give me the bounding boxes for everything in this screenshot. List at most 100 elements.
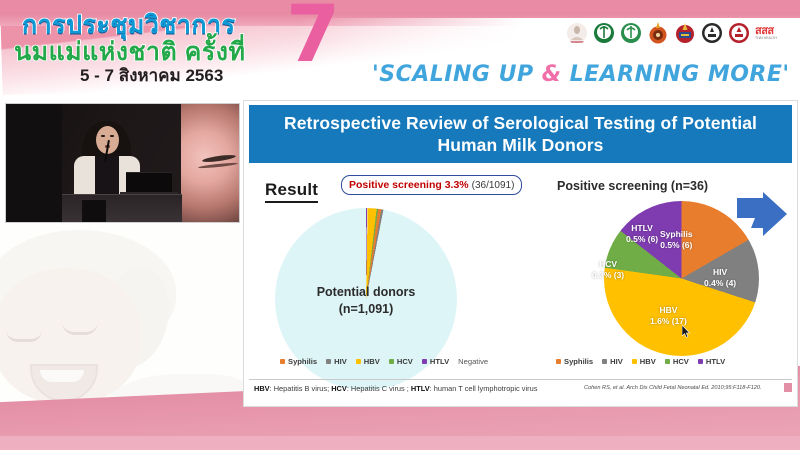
footnote-htlv-def: : human T cell lymphotropic virus [429,384,538,393]
legend-swatch-htlv [421,359,427,364]
logo-green-health-2-icon [621,23,641,43]
slide-title: Retrospective Review of Serological Test… [249,105,792,163]
legend2-label-hbv: HBV [639,357,656,366]
presenter-eye-right [110,135,114,137]
legend-item-hiv: HIV [326,357,347,366]
slice-label-htlv-value: 0.5% (6) [626,233,659,244]
sponsor-logos: สสส THAI HEALTH [566,22,777,44]
legend-item-hbv: HBV [355,357,380,366]
legend-label-htlv: HTLV [429,357,450,366]
tagline-part1: 'SCALING UP [372,62,542,88]
pie-slice-label-hiv: HIV 0.4% (4) [704,267,736,288]
podium [62,194,182,222]
presenter-eye-left [101,135,105,137]
potential-donors-label-line2: (n=1,091) [338,301,394,316]
logo-royal-crown-orange-icon [649,22,667,44]
slice-label-hiv-value: 0.4% (4) [704,277,737,288]
footer-pink-strip [0,436,800,450]
logo-thaihealth-text: สสส THAI HEALTH [755,24,777,40]
legend2-swatch-syphilis [556,359,561,364]
legend2-label-hcv: HCV [672,357,689,366]
tagline-ampersand: & [541,62,562,88]
legend-item-negative: Negative [458,357,488,366]
footnote-htlv-abbr: HTLV [410,384,430,393]
slice-label-hiv-name: HIV [712,267,728,277]
conference-tagline: 'SCALING UP & LEARNING MORE' [372,62,790,88]
legend-label-hbv: HBV [363,357,380,366]
conference-edition-number: 7 [286,0,341,80]
slice-label-hbv-value: 1.6% (17) [650,315,687,326]
potential-donors-pie-chart: Potential donors (n=1,091) [265,196,515,396]
legend-potential-donors: Syphilis HIV HBV HCV HTLV Negative [280,357,488,366]
legend2-label-hiv: HIV [610,357,623,366]
legend-item-htlv: HTLV [421,357,450,366]
legend2-item-hbv: HBV [631,357,656,366]
legend-label-negative: Negative [458,357,489,366]
legend2-item-hiv: HIV [602,357,623,366]
slice-label-syphilis-name: Syphilis [660,229,693,239]
positive-screening-pie-chart: Syphilis 0.5% (6) HIV 0.4% (4) HBV 1.6% … [554,197,794,365]
citation-pink-marker [784,383,792,392]
pie-slice-label-hbv: HBV 1.6% (17) [650,305,687,326]
logo-buddha-seal-icon [567,23,587,43]
legend2-swatch-hbv [631,359,637,364]
positive-screening-pie-slices [604,201,759,356]
blue-arrow-icon [737,192,787,236]
laptop-on-podium [126,172,172,195]
legend2-swatch-htlv [697,359,703,364]
result-heading: Result [265,180,319,203]
legend-label-hcv: HCV [396,357,413,366]
legend2-item-htlv: HTLV [697,357,726,366]
abbreviation-footnote: HBV: Hepatitis B virus; HCV: Hepatitis C… [254,384,537,393]
presenter-video-thumbnail[interactable] [5,103,240,223]
footnote-hbv-def: : Hepatitis B virus; [269,384,332,393]
positive-screening-callout: Positive screening 3.3% (36/1091) [341,175,523,195]
slide-citation: Cohen RS, et al. Arch Dis Child Fetal Ne… [584,385,762,391]
tagline-part2: LEARNING MORE' [561,62,790,88]
pie-slice-label-hcv: HCV 0.3% (3) [592,259,624,280]
legend2-swatch-hcv [664,359,670,364]
slice-label-hbv-name: HBV [659,305,678,315]
legend-positive-screening: Syphilis HIV HBV HCV HTLV [556,357,725,366]
legend-label-syphilis: Syphilis [288,357,318,366]
slice-label-hcv-value: 0.3% (3) [592,269,625,280]
logo-green-health-1-icon [594,23,614,43]
legend-item-syphilis: Syphilis [280,357,317,366]
footnote-hbv-abbr: HBV [254,384,270,393]
potential-donors-center-label: Potential donors (n=1,091) [283,284,449,317]
legend-item-hcv: HCV [388,357,413,366]
callout-highlight-text: Positive screening 3.3% [349,179,469,191]
legend2-label-htlv: HTLV [705,357,726,366]
conference-banner: การประชุมวิชาการ นมแม่แห่งชาติ ครั้งที่ … [0,0,800,95]
presentation-slide: Retrospective Review of Serological Test… [243,100,798,407]
legend2-item-syphilis: Syphilis [556,357,593,366]
legend-label-hiv: HIV [334,357,347,366]
video-dark-wall-left [6,104,62,222]
callout-fraction-text: (36/1091) [471,179,515,191]
slide-footer-divider [249,379,792,380]
legend-swatch-hcv [388,359,394,364]
slice-label-syphilis-value: 0.5% (6) [660,239,693,250]
logo-red-seal-icon [729,23,749,43]
conference-thai-title-line1: การประชุมวิชาการ [21,10,236,40]
conference-thai-date: 5 - 7 สิงหาคม 2563 [80,66,224,85]
potential-donors-label-line1: Potential donors [316,285,416,299]
footnote-hcv-abbr: HCV [331,384,347,393]
slice-label-htlv-name: HTLV [631,223,653,233]
mouse-cursor-icon [682,325,691,338]
conference-thai-title-line2: นมแม่แห่งชาติ ครั้งที่ [13,37,246,67]
logo-black-seal-icon [702,23,722,43]
legend-swatch-hbv [355,359,361,364]
baby-image-fade-overlay [0,224,250,424]
pie-slice-label-syphilis: Syphilis 0.5% (6) [660,229,693,250]
legend2-item-hcv: HCV [664,357,689,366]
legend-swatch-hiv [326,359,332,364]
footnote-hcv-def: : Hepatitis C virus ; [346,384,411,393]
slice-label-hcv-name: HCV [599,259,618,269]
legend2-swatch-hiv [602,359,608,364]
pie-slice-label-htlv: HTLV 0.5% (6) [626,223,658,244]
legend-swatch-syphilis [280,359,285,364]
baby-watermark-image [0,224,250,424]
legend2-label-syphilis: Syphilis [564,357,594,366]
